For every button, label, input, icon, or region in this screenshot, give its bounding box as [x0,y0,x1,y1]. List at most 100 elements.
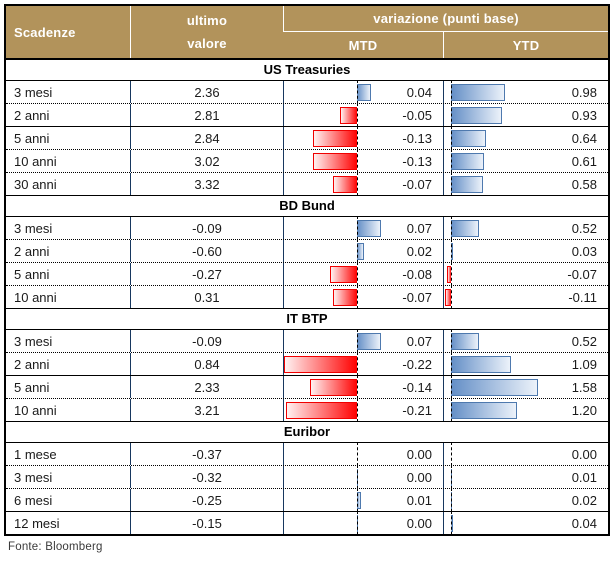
mtd: -0.13 [283,127,443,149]
maturity-label: 5 anni [14,266,50,282]
ytd-value: 0.52 [571,333,597,349]
ytd-bar [450,401,517,419]
bar-axis [450,240,452,262]
bar-axis [450,127,452,149]
mtd: -0.07 [283,173,443,195]
table-row: 2 anni 2.81 -0.05 0.93 [6,104,608,127]
page: Scadenze ultimo valore variazione (punti… [4,4,610,553]
table-row: 1 mese -0.37 0.00 0.00 [6,443,608,466]
last-value: -0.32 [130,466,283,488]
ytd-value: 1.20 [571,402,597,418]
last-value: -0.25 [130,489,283,511]
last-value: 0.84 [130,353,283,375]
ytd: -0.07 [443,263,608,285]
mtd: -0.07 [283,286,443,308]
mtd: 0.01 [283,489,443,511]
bar-axis [357,353,359,375]
table-row: 2 anni 0.84 -0.22 1.09 [6,353,608,376]
last-value: -0.60 [130,240,283,262]
bar-axis [450,263,452,285]
ytd-value: -0.11 [568,289,597,305]
bar-axis [357,217,359,239]
ytd: 1.09 [443,353,608,375]
last-value: -0.37 [130,443,283,465]
mtd: -0.13 [283,150,443,172]
ytd-bar [450,106,502,124]
bar-axis [450,330,452,352]
mtd-bar [309,378,358,396]
mtd-value: -0.07 [402,289,432,305]
bar-axis [357,376,359,398]
ytd-bar [450,219,480,237]
mtd-value: -0.08 [402,266,432,282]
maturity-label: 10 anni [14,153,57,169]
last-value: 3.32 [130,173,283,195]
mtd-bar [285,401,358,419]
table-row: 2 anni -0.60 0.02 0.03 [6,240,608,263]
header-ultimo-line1: ultimo [186,13,228,28]
bar-axis [357,173,359,195]
bar-axis [450,399,452,421]
last-value: -0.15 [130,512,283,534]
bar-axis [357,443,359,465]
table-row: 10 anni 0.31 -0.07 -0.11 [6,286,608,308]
header-variazione: variazione (punti base) [283,6,608,32]
bar-axis [357,466,359,488]
ytd-value: 0.00 [571,446,597,462]
mtd: 0.00 [283,466,443,488]
bar-axis [450,150,452,172]
mtd: 0.02 [283,240,443,262]
header-scadenze: Scadenze [14,24,76,40]
ytd-bar [450,129,487,147]
maturity-label: 3 mesi [14,220,53,236]
bar-axis [450,443,452,465]
ytd-bar [447,265,451,283]
ytd-bar [450,355,511,373]
ytd: 0.64 [443,127,608,149]
bar-axis [450,376,452,398]
ytd-value: 0.03 [571,243,597,259]
mtd-bar [357,491,361,509]
table-row: 5 anni 2.84 -0.13 0.64 [6,127,608,150]
ytd-value: 0.64 [571,130,597,146]
ytd: 1.58 [443,376,608,398]
mtd: -0.22 [283,353,443,375]
ytd-value: 0.93 [571,107,597,123]
mtd-bar [329,265,358,283]
ytd-bar [450,332,480,350]
table-row: 3 mesi -0.09 0.07 0.52 [6,217,608,240]
bar-axis [357,286,359,308]
ytd-bar [450,83,505,101]
last-value: 2.36 [130,81,283,103]
bar-axis [450,512,452,534]
section-title: US Treasuries [6,59,608,81]
table-row: 30 anni 3.32 -0.07 0.58 [6,173,608,195]
ytd-bar [450,514,454,532]
ytd: 0.58 [443,173,608,195]
table-header: Scadenze ultimo valore variazione (punti… [6,6,608,59]
maturity-label: 12 mesi [14,515,60,531]
ytd: 1.20 [443,399,608,421]
ytd: 0.98 [443,81,608,103]
ytd-bar [444,288,451,306]
table-row: 3 mesi -0.32 0.00 0.01 [6,466,608,489]
mtd: -0.21 [283,399,443,421]
mtd-value: 0.07 [406,333,432,349]
ytd: 0.93 [443,104,608,126]
mtd-bar [312,129,358,147]
maturity-label: 5 anni [14,130,50,146]
mtd-value: 0.04 [406,84,432,100]
bar-axis [357,330,359,352]
mtd-value: -0.13 [402,130,432,146]
maturity-label: 2 anni [14,356,50,372]
ytd: 0.52 [443,330,608,352]
maturity-label: 5 anni [14,379,50,395]
mtd: 0.00 [283,512,443,534]
ytd-bar [450,175,483,193]
mtd-value: -0.14 [402,379,432,395]
ytd: 0.61 [443,150,608,172]
bar-axis [450,353,452,375]
bar-axis [450,173,452,195]
last-value: 0.31 [130,286,283,308]
ytd-value: 0.61 [571,153,597,169]
